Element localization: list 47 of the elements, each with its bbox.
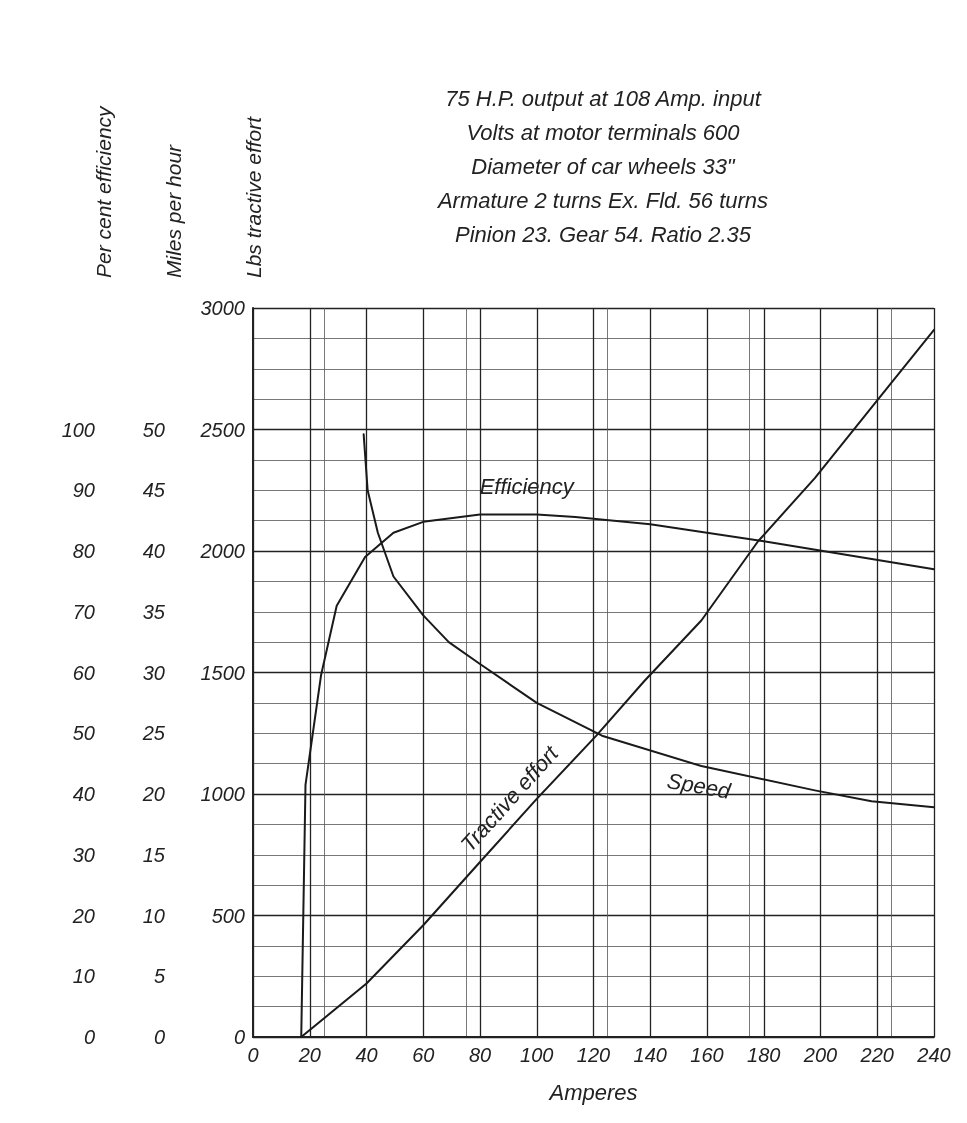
x-tick-label: 220 — [859, 1044, 894, 1066]
y3-tick-label: 10 — [72, 965, 95, 988]
x-tick-label: 200 — [802, 1044, 838, 1066]
y-tick-label: 1500 — [200, 661, 245, 684]
y-tick-label: 500 — [211, 904, 245, 927]
x-tick-label: 80 — [468, 1044, 492, 1066]
y3-tick-label: 90 — [72, 479, 95, 502]
x-tick-label: 180 — [747, 1044, 781, 1066]
y3-tick-label: 0 — [83, 1026, 95, 1048]
y2-tick-label: 30 — [142, 661, 165, 684]
y2-tick-label: 20 — [141, 783, 165, 805]
x-tick-label: 120 — [576, 1044, 611, 1066]
x-tick-label: 160 — [690, 1044, 724, 1066]
x-tick-label: 60 — [412, 1044, 435, 1066]
x-tick-label: 20 — [297, 1044, 321, 1066]
y2-axis-title: Miles per hour — [161, 143, 185, 278]
y2-tick-label: 10 — [142, 904, 165, 927]
x-tick-label: 140 — [633, 1044, 667, 1066]
x-tick-label: 240 — [916, 1044, 951, 1066]
y-tick-label: 3000 — [200, 297, 245, 319]
y-tick-label: 1000 — [200, 783, 245, 805]
x-axis-title: Amperes — [547, 1079, 638, 1105]
y3-tick-label: 50 — [72, 722, 95, 745]
y3-tick-label: 30 — [72, 843, 95, 866]
y3-tick-label: 60 — [72, 661, 95, 684]
y2-tick-label: 5 — [153, 965, 166, 988]
chart-title: 75 H.P. output at 108 Amp. input Volts at motor terminals 600 Diameter of car wheels 33" Armature 2 turns Ex. Fld. 56 turns Pinion 23. Gear 54. Ratio 2.35 — [435, 85, 769, 247]
y2-tick-label: 0 — [153, 1026, 165, 1048]
y3-tick-label: 20 — [71, 904, 95, 927]
x-tick-label: 100 — [520, 1044, 554, 1066]
y2-tick-label: 15 — [142, 843, 166, 866]
x-tick-label: 40 — [355, 1044, 378, 1066]
y3-tick-label: 70 — [72, 600, 95, 623]
y3-tick-label: 80 — [72, 540, 95, 562]
y-tick-label: 2500 — [199, 418, 245, 441]
y3-tick-label: 40 — [72, 783, 95, 805]
y2-tick-label: 40 — [142, 540, 165, 562]
y2-tick-label: 35 — [142, 600, 166, 623]
y2-tick-label: 50 — [142, 418, 165, 441]
y3-axis-title: Per cent efficiency — [91, 104, 115, 278]
y3-tick-label: 100 — [61, 418, 95, 441]
y2-tick-label: 45 — [142, 479, 166, 502]
y-axis-title: Lbs tractive effort — [241, 115, 265, 278]
y2-tick-label: 25 — [141, 722, 166, 745]
y-tick-label: 0 — [233, 1026, 245, 1048]
y-tick-label: 2000 — [199, 540, 245, 562]
x-tick-label: 0 — [247, 1044, 259, 1066]
